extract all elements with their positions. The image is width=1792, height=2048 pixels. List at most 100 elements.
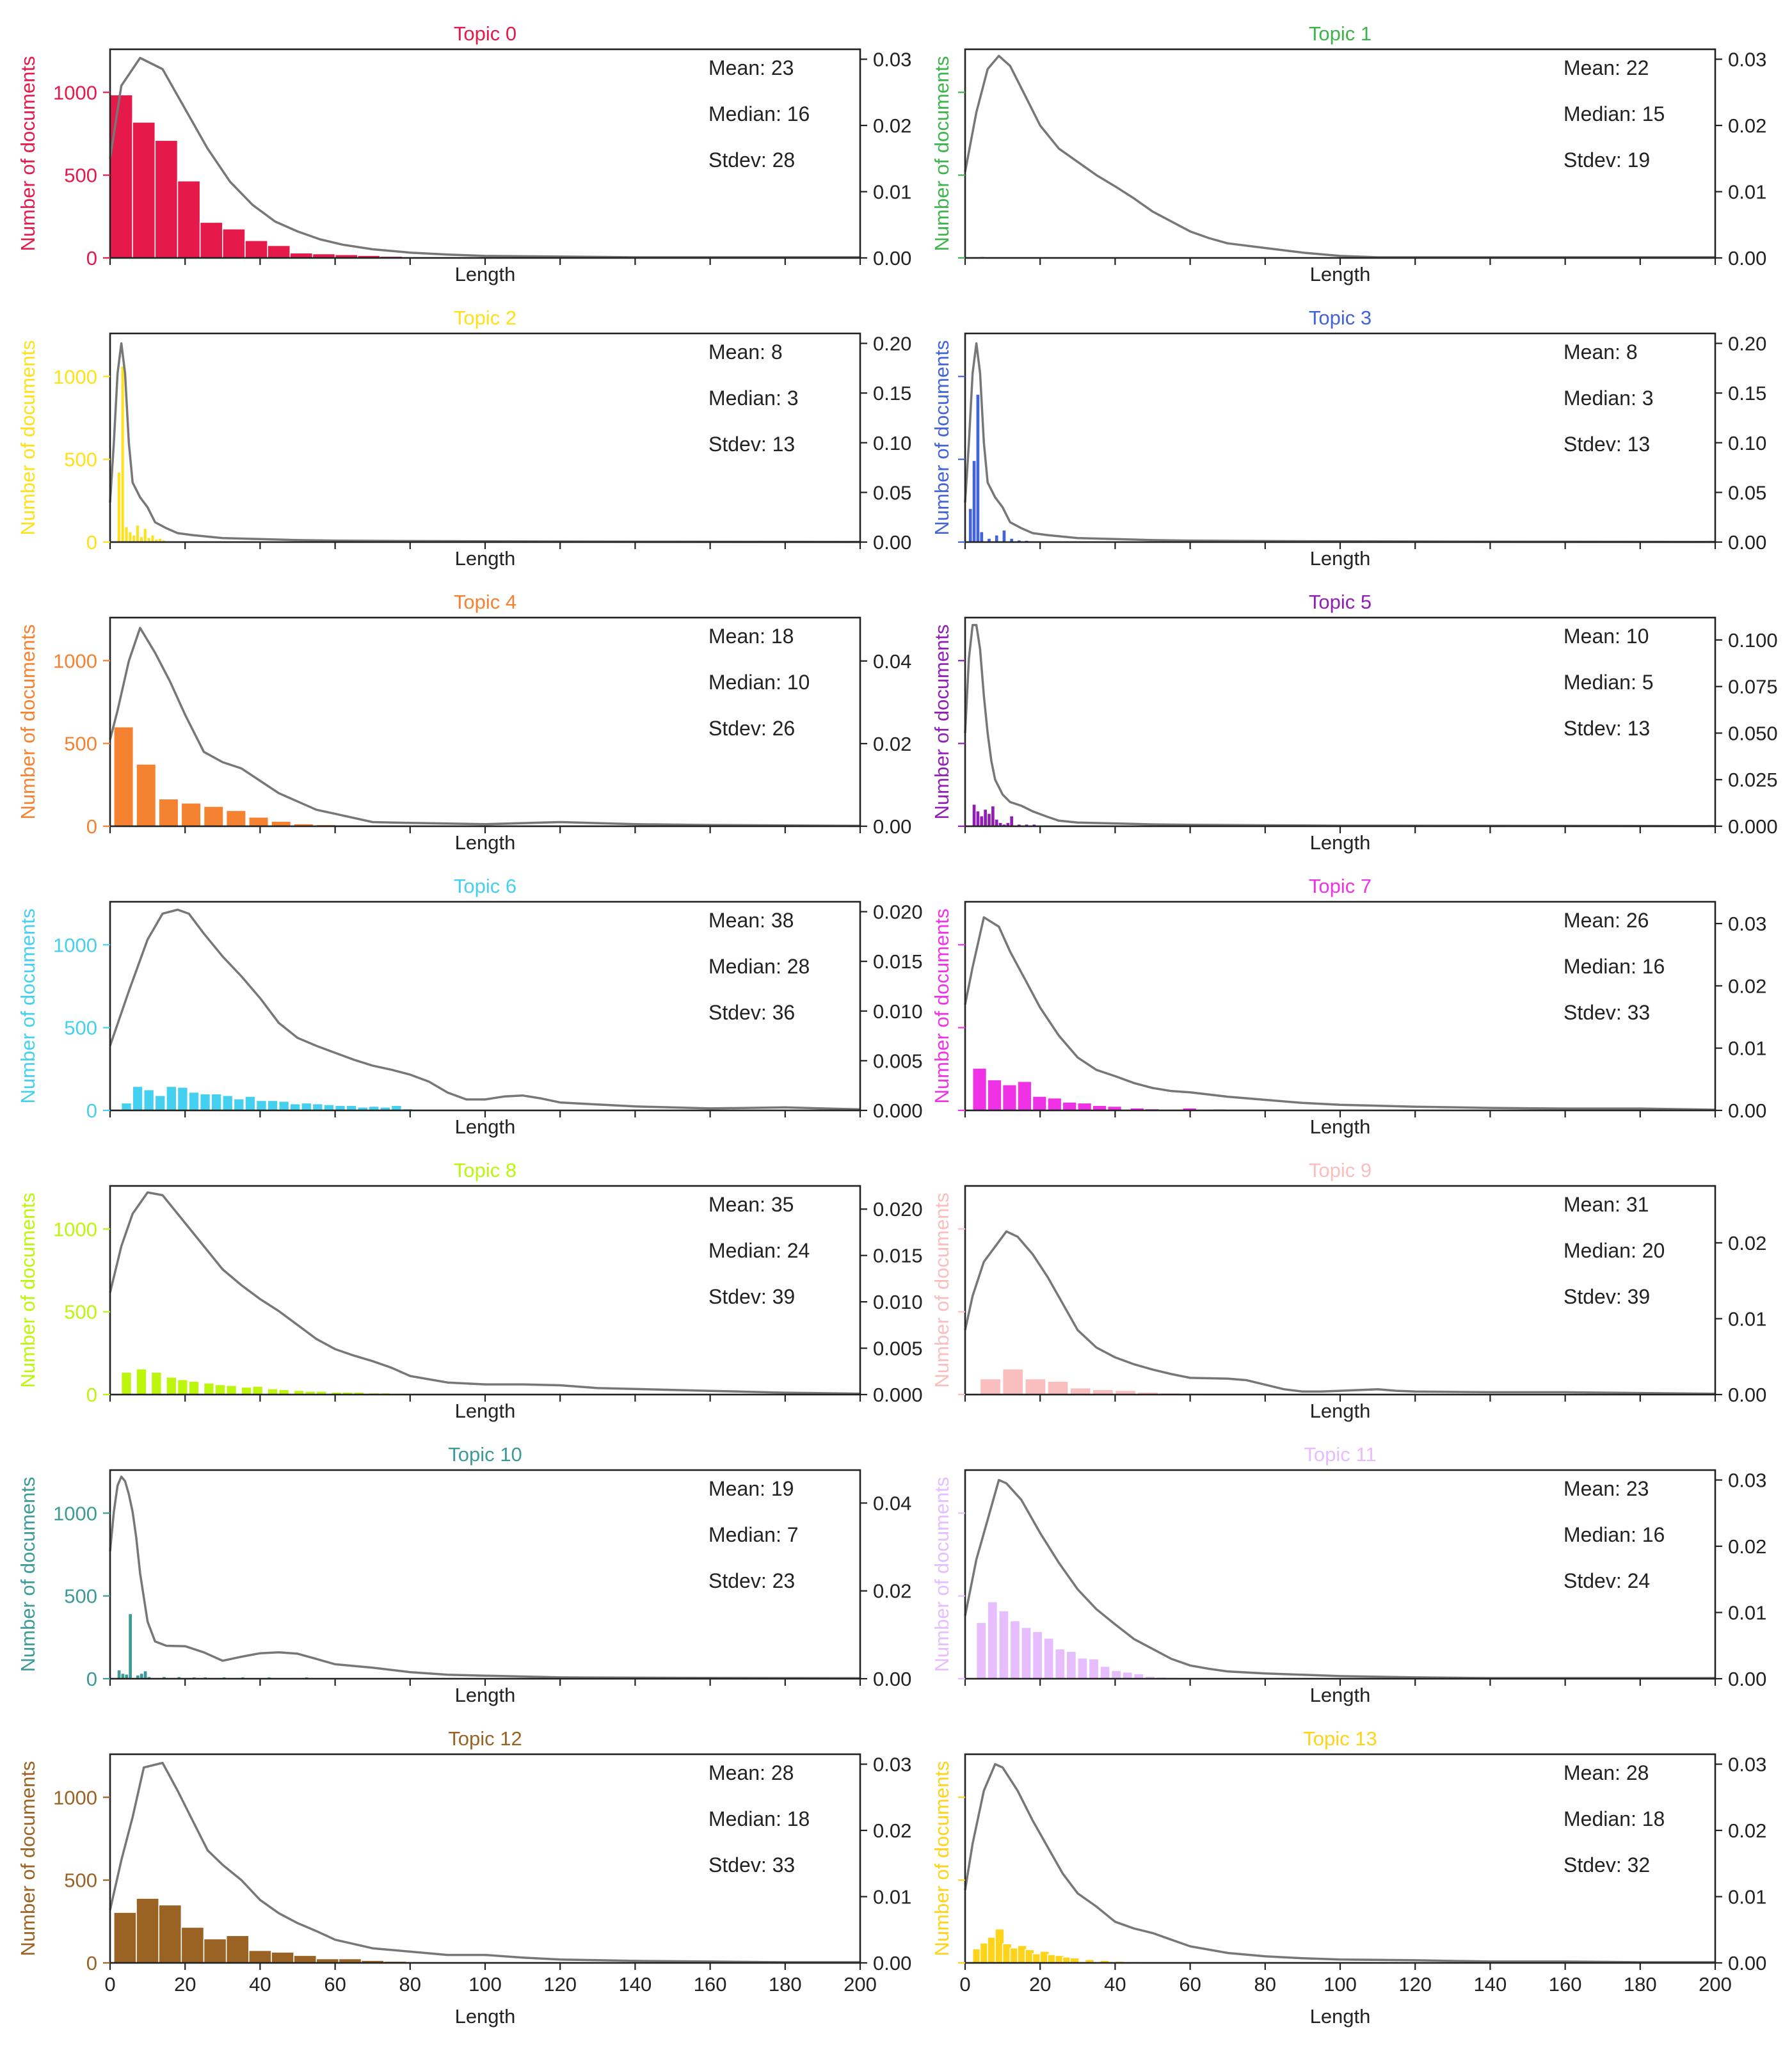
histogram-bar (267, 1100, 278, 1111)
panel-title: Topic 11 (1304, 1443, 1376, 1466)
stat-mean: Mean: 35 (708, 1193, 794, 1216)
x-tick-label: 200 (844, 1973, 877, 1996)
density-curve (964, 916, 1716, 1111)
right-y-tick-label: 0.02 (1728, 1820, 1766, 1842)
right-y-tick-label: 0.01 (1728, 1037, 1766, 1060)
x-tick-label: 100 (468, 1973, 502, 1996)
histogram-bar (1100, 1665, 1110, 1679)
left-y-axis-label: Number of documents (931, 625, 953, 820)
x-tick-label: 140 (1474, 1973, 1507, 1996)
x-tick-label: 0 (959, 1973, 970, 1996)
right-y-tick-label: 0.20 (873, 333, 911, 355)
histogram-bar (972, 461, 976, 542)
histogram-bar (278, 1101, 290, 1111)
stat-median: Median: 7 (708, 1523, 799, 1546)
histogram-bar (120, 1372, 132, 1395)
right-y-tick-label: 0.005 (873, 1338, 923, 1360)
right-y-tick-label: 0.15 (1728, 382, 1766, 404)
right-y-tick-label: 0.000 (873, 1384, 923, 1406)
panel-title: Topic 7 (1309, 875, 1372, 897)
histogram-bar (159, 538, 162, 542)
panel-topic-12: Topic 12 0 20 40 60 80 100 120 140 160 180 200 Lengt… (17, 1727, 911, 2028)
histogram-bar (988, 813, 991, 826)
histogram-bar (271, 1951, 294, 1964)
stat-mean: Mean: 26 (1564, 909, 1649, 932)
histogram-bar (211, 1093, 222, 1111)
right-y-tick-label: 0.02 (1728, 115, 1766, 137)
stat-stdev: Stdev: 26 (708, 717, 795, 740)
left-y-axis-label: Number of documents (17, 625, 39, 820)
left-y-tick-label: 1000 (53, 81, 97, 104)
x-axis-label: Length (1310, 1400, 1371, 1422)
histogram-bar (244, 240, 268, 259)
left-y-tick-label: 500 (64, 449, 97, 471)
x-axis-label: Length (455, 2005, 516, 2028)
x-tick-label: 40 (249, 1973, 271, 1996)
right-y-tick-label: 0.000 (873, 1100, 923, 1122)
histogram-bar (188, 1380, 200, 1395)
histogram-bar (252, 1386, 264, 1395)
stat-median: Median: 16 (708, 102, 810, 125)
right-y-tick-label: 0.01 (1728, 1308, 1766, 1330)
histogram-bar (136, 764, 157, 827)
right-y-tick-label: 0.03 (873, 1754, 911, 1776)
left-y-tick-label: 0 (86, 815, 97, 838)
x-axis-label: Length (455, 547, 516, 570)
right-y-tick-label: 0.03 (1728, 1754, 1766, 1776)
histogram-bar (177, 1379, 189, 1395)
histogram-bar (154, 140, 179, 259)
right-y-tick-label: 0.02 (1728, 1232, 1766, 1254)
panel-title: Topic 1 (1309, 22, 1372, 45)
panel-topic-11: Topic 11 Length Number of documents 0.00 0.0… (931, 1443, 1766, 1706)
stat-mean: Mean: 28 (1564, 1761, 1649, 1784)
histogram-bar (125, 527, 128, 542)
histogram-bar (203, 806, 224, 827)
histogram-bars (120, 1368, 406, 1395)
stat-stdev: Stdev: 13 (708, 433, 795, 456)
stat-median: Median: 10 (708, 671, 810, 694)
histogram-bar (136, 525, 140, 542)
x-axis-label: Length (1310, 2005, 1371, 2028)
right-y-tick-label: 0.03 (1728, 49, 1766, 71)
histogram-bar (214, 1384, 226, 1395)
density-curve (109, 1475, 861, 1680)
histogram-bar (129, 1614, 132, 1679)
histogram-bar (155, 540, 158, 542)
x-axis-label: Length (455, 1400, 516, 1422)
left-y-tick-label: 500 (64, 164, 97, 187)
histogram-bar (1017, 1080, 1032, 1111)
stat-stdev: Stdev: 28 (708, 148, 795, 172)
histogram-bar (109, 94, 133, 259)
histogram-bar (225, 1385, 237, 1395)
histogram-bars (117, 1614, 308, 1679)
histogram-bar (289, 1103, 301, 1111)
left-y-tick-label: 0 (86, 1100, 97, 1122)
right-y-tick-label: 0.00 (873, 1668, 911, 1690)
histogram-bar (1047, 1097, 1062, 1111)
histogram-bar (1010, 538, 1014, 542)
histogram-bar (140, 1674, 143, 1679)
histogram-bar (1002, 1368, 1024, 1395)
x-tick-label: 80 (1254, 1973, 1276, 1996)
histogram-bar (1025, 1378, 1046, 1395)
histogram-bar (140, 537, 143, 542)
stat-median: Median: 18 (708, 1807, 810, 1830)
histogram-bar (972, 1068, 988, 1111)
right-y-tick-label: 0.00 (1728, 1384, 1766, 1406)
histogram-bar (203, 1938, 227, 1964)
stat-stdev: Stdev: 33 (708, 1853, 795, 1876)
histogram-bar (180, 803, 202, 827)
stat-median: Median: 28 (708, 955, 810, 978)
stat-mean: Mean: 18 (708, 625, 794, 648)
x-axis-label: Length (1310, 1116, 1371, 1138)
histogram-bar (1122, 1671, 1133, 1679)
panel-title: Topic 0 (454, 22, 516, 45)
left-y-tick-label: 500 (64, 1301, 97, 1324)
histogram-bar (987, 1601, 998, 1679)
panel-title: Topic 6 (454, 875, 516, 897)
histogram-bar (980, 532, 984, 542)
histogram-bar (980, 816, 984, 826)
right-y-tick-label: 0.01 (1728, 1886, 1766, 1908)
density-curve (109, 1191, 861, 1395)
